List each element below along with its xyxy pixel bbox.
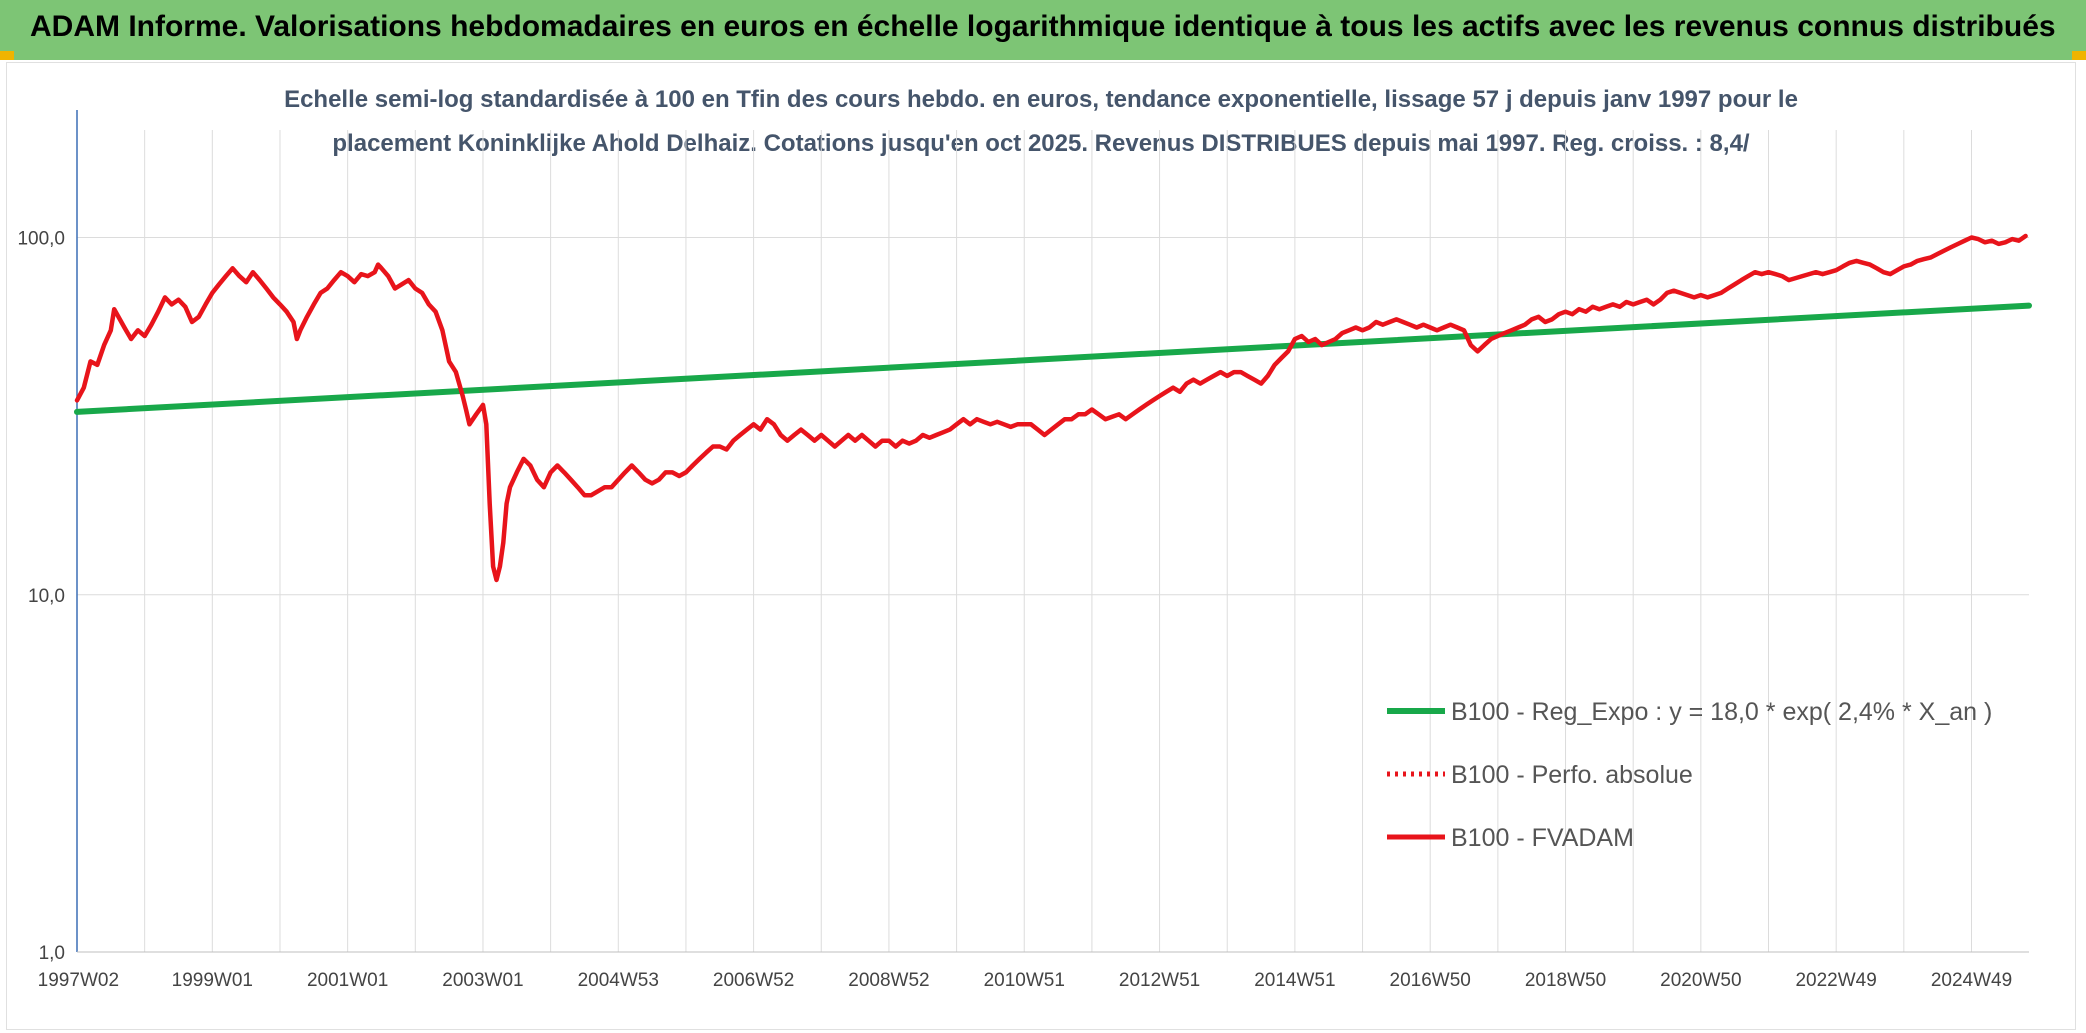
axes: 100,0 10,0 1,0 1997W02 1999W01 2001W01 2003W01… — [17, 110, 2029, 991]
x-tick-label: 2008W52 — [848, 970, 929, 991]
page-title: ADAM Informe. Valorisations hebdomadaire… — [30, 10, 2056, 43]
chart-subtitle-line1: Echelle semi-log standardisée à 100 en T… — [284, 86, 1798, 113]
legend-label-1: B100 - Perfo. absolue — [1451, 761, 1693, 789]
x-tick-label: 2001W01 — [307, 970, 388, 991]
chart-subtitle-line2: placement Koninklijke Ahold Delhaiz. Cot… — [332, 130, 1750, 157]
x-tick-label: 1999W01 — [172, 970, 253, 991]
x-tick-label: 2020W50 — [1660, 970, 1741, 991]
plot-area: Echelle semi-log standardisée à 100 en T… — [6, 62, 2076, 1030]
series-line-0 — [74, 302, 2032, 415]
x-tick-label: 2014W51 — [1254, 970, 1335, 991]
x-tick-label: 1997W02 — [38, 970, 119, 991]
line-chart: Echelle semi-log standardisée à 100 en T… — [17, 86, 2032, 991]
header-bar: ADAM Informe. Valorisations hebdomadaire… — [0, 0, 2086, 60]
x-tick-label: 2024W49 — [1931, 970, 2012, 991]
grid — [77, 130, 2029, 953]
x-tick-label: 2018W50 — [1525, 970, 1606, 991]
y-tick-label: 1,0 — [39, 943, 65, 964]
series-line-2 — [74, 233, 2028, 583]
y-tick-label: 10,0 — [28, 586, 65, 607]
x-tick-label: 2006W52 — [713, 970, 794, 991]
x-tick-label: 2010W51 — [984, 970, 1065, 991]
y-tick-label: 100,0 — [17, 229, 65, 250]
legend: B100 - Reg_Expo : y = 18,0 * exp( 2,4% *… — [1387, 698, 1992, 852]
x-tick-label: 2012W51 — [1119, 970, 1200, 991]
legend-label-2: B100 - FVADAM — [1451, 824, 1634, 852]
series — [74, 233, 2032, 583]
x-tick-label: 2004W53 — [578, 970, 659, 991]
x-tick-label: 2016W50 — [1390, 970, 1471, 991]
corner-marker-right — [2072, 51, 2086, 60]
corner-marker-left — [0, 51, 14, 60]
legend-label-0: B100 - Reg_Expo : y = 18,0 * exp( 2,4% *… — [1451, 698, 1992, 726]
x-tick-label: 2003W01 — [442, 970, 523, 991]
x-tick-label: 2022W49 — [1795, 970, 1876, 991]
